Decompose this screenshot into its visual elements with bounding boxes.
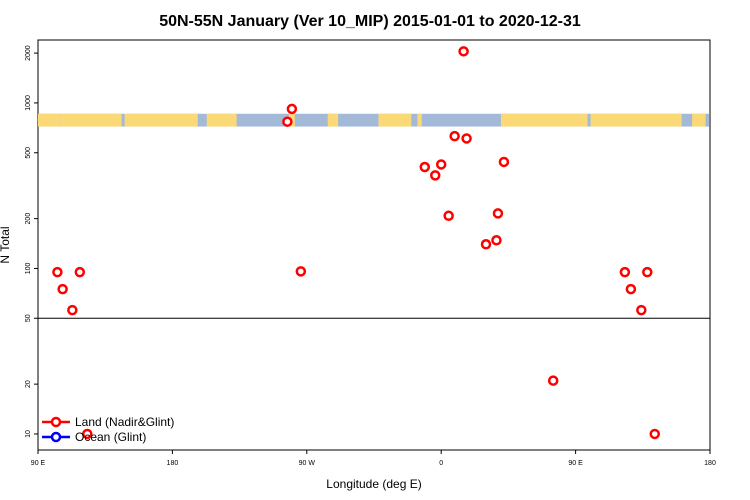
x-tick-label: 180 [167,460,179,467]
y-tick-label: 100 [25,263,32,275]
data-point-land [435,159,447,170]
x-axis-label: Longitude (deg E) [326,477,421,491]
chart-title: 50N-55N January (Ver 10_MIP) 2015-01-01 … [159,13,581,30]
y-axis: 10 20 50 100 200 500 1000 2000 [25,45,38,438]
x-axis: 90 E 180 90 W 0 90 E 180 [31,450,716,467]
surface-strip-land [378,113,412,127]
data-point-land [619,266,631,278]
surface-strip-land [327,113,339,127]
x-tick-label: 0 [439,460,443,467]
y-tick-label: 200 [25,213,32,225]
surface-strip-land [206,113,237,127]
surface-strip-land [417,113,422,127]
surface-strip [38,113,709,127]
y-axis-label: N Total [0,226,12,263]
data-point-land [286,103,298,115]
data-point-land [295,266,307,277]
data-point-land [498,156,510,168]
data-point-land [282,116,293,127]
legend-label-land: Land (Nadir&Glint) [75,415,174,429]
data-point-land [491,235,502,246]
data-point-land [480,239,492,250]
x-tick-label: 90 W [299,460,316,467]
data-point-land [458,46,469,57]
data-point-land [461,133,472,144]
data-point-land [547,375,559,386]
data-point-land [419,161,431,173]
data-point-land [625,283,637,295]
data-point-land [52,266,63,278]
data-point-land [57,283,68,295]
y-tick-label: 1000 [25,95,32,111]
legend: Land (Nadir&Glint) Ocean (Glint) [42,415,174,444]
legend-label-ocean: Ocean (Glint) [75,430,146,444]
data-point-land [67,304,78,316]
legend-marker-ocean [50,431,62,443]
legend-entry-ocean: Ocean (Glint) [42,430,146,444]
data-point-land [82,428,93,440]
legend-entry-land: Land (Nadir&Glint) [42,415,174,429]
x-tick-label: 90 E [31,460,46,467]
data-point-land [429,170,441,181]
y-tick-label: 10 [25,430,32,438]
y-tick-label: 20 [25,380,32,388]
x-tick-label: 180 [704,460,716,467]
y-tick-label: 2000 [25,45,32,61]
surface-strip-land [124,113,198,127]
surface-strip-land [38,113,61,127]
data-points [52,46,660,440]
plot-frame [37,39,711,451]
data-point-land [649,428,660,440]
surface-strip-land [500,113,588,127]
y-tick-label: 50 [25,314,32,322]
x-tick-label: 90 E [568,460,583,467]
data-point-land [443,210,454,222]
surface-strip-land [60,113,122,127]
data-point-land [74,266,86,278]
data-point-land [449,130,460,142]
surface-strip-land [590,113,682,127]
data-point-land [642,266,653,278]
surface-strip-land [692,113,706,127]
y-tick-label: 500 [25,147,32,159]
data-point-land [492,208,504,219]
legend-marker-land [50,416,62,428]
data-point-land [636,304,647,316]
